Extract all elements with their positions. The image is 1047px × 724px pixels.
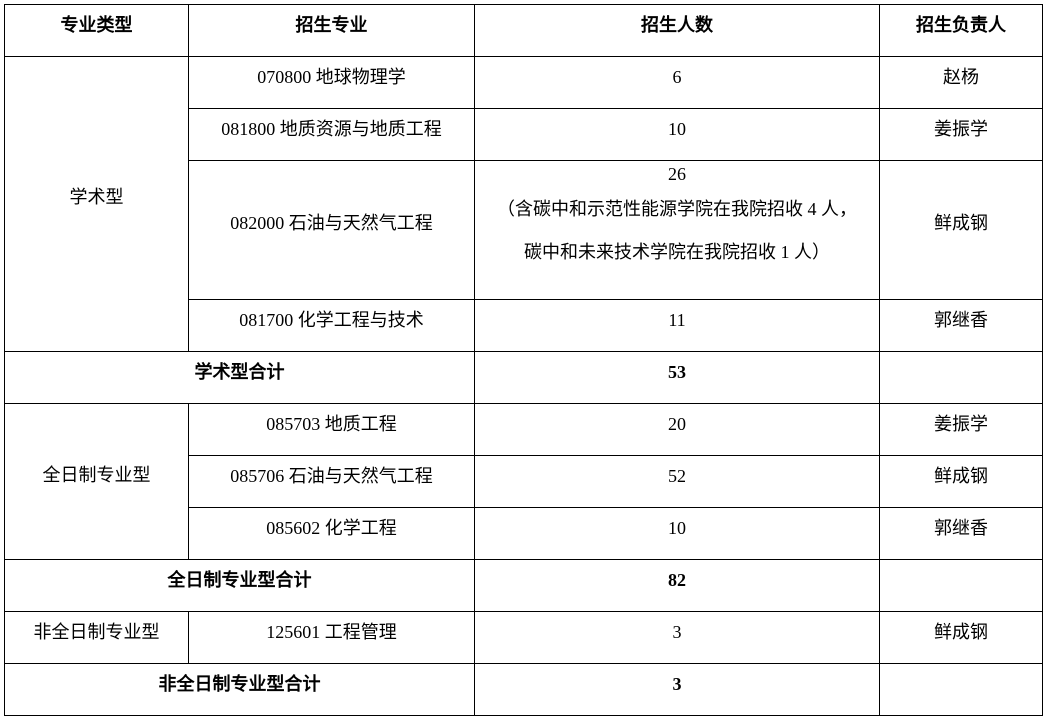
- person-cell: 郭继香: [879, 299, 1043, 352]
- type-cell: 全日制专业型: [4, 403, 189, 560]
- empty-cell: [879, 559, 1043, 612]
- major-cell: 082000 石油与天然气工程: [188, 160, 475, 300]
- count-cell: 26 （含碳中和示范性能源学院在我院招收 4 人， 碳中和未来技术学院在我院招收…: [474, 160, 880, 300]
- subtotal-row: 非全日制专业型合计 3: [4, 663, 1043, 716]
- person-cell: 鲜成钢: [879, 611, 1043, 664]
- major-cell: 070800 地球物理学: [188, 56, 475, 109]
- person-cell: 鲜成钢: [879, 455, 1043, 508]
- count-cell: 6: [474, 56, 880, 109]
- header-row: 专业类型 招生专业 招生人数 招生负责人: [4, 4, 1043, 57]
- type-cell: 学术型: [4, 56, 189, 352]
- table-row: 082000 石油与天然气工程 26 （含碳中和示范性能源学院在我院招收 4 人…: [5, 160, 1043, 300]
- person-cell: 姜振学: [879, 108, 1043, 161]
- count-cell: 10: [474, 108, 880, 161]
- subtotal-label: 学术型合计: [4, 351, 475, 404]
- table-row: 085706 石油与天然气工程 52 鲜成钢: [5, 455, 1043, 508]
- subtotal-value: 3: [474, 663, 880, 716]
- count-note-line1: （含碳中和示范性能源学院在我院招收 4 人，: [497, 199, 857, 219]
- major-cell: 085706 石油与天然气工程: [188, 455, 475, 508]
- person-cell: 姜振学: [879, 403, 1043, 456]
- major-cell: 081800 地质资源与地质工程: [188, 108, 475, 161]
- count-cell: 11: [474, 299, 880, 352]
- person-cell: 赵杨: [879, 56, 1043, 109]
- count-cell: 3: [474, 611, 880, 664]
- subtotal-value: 82: [474, 559, 880, 612]
- count-cell: 52: [474, 455, 880, 508]
- table-row: 085602 化学工程 10 郭继香: [5, 507, 1043, 560]
- table-row: 非全日制专业型 125601 工程管理 3 鲜成钢: [4, 611, 1043, 664]
- subtotal-label: 非全日制专业型合计: [4, 663, 475, 716]
- person-cell: 鲜成钢: [879, 160, 1043, 300]
- count-value: 26: [668, 164, 686, 184]
- header-major: 招生专业: [188, 4, 475, 57]
- person-cell: 郭继香: [879, 507, 1043, 560]
- major-cell: 085602 化学工程: [188, 507, 475, 560]
- type-cell: 非全日制专业型: [4, 611, 189, 664]
- subtotal-row: 全日制专业型合计 82: [4, 559, 1043, 612]
- header-count: 招生人数: [474, 4, 880, 57]
- header-type: 专业类型: [4, 4, 189, 57]
- header-person: 招生负责人: [879, 4, 1043, 57]
- empty-cell: [879, 351, 1043, 404]
- count-cell: 20: [474, 403, 880, 456]
- empty-cell: [879, 663, 1043, 716]
- table-row: 081800 地质资源与地质工程 10 姜振学: [5, 108, 1043, 161]
- major-cell: 081700 化学工程与技术: [188, 299, 475, 352]
- count-cell: 10: [474, 507, 880, 560]
- subtotal-label: 全日制专业型合计: [4, 559, 475, 612]
- major-cell: 125601 工程管理: [188, 611, 475, 664]
- table-row: 学术型 070800 地球物理学 6 赵杨: [4, 56, 1043, 352]
- table-row: 081700 化学工程与技术 11 郭继香: [5, 299, 1043, 352]
- subtotal-row: 学术型合计 53: [4, 351, 1043, 404]
- major-cell: 085703 地质工程: [188, 403, 475, 456]
- table-row: 全日制专业型 085703 地质工程 20 姜振学: [4, 403, 1043, 560]
- count-note-line2: 碳中和未来技术学院在我院招收 1 人）: [524, 242, 830, 262]
- subtotal-value: 53: [474, 351, 880, 404]
- enrollment-table: 专业类型 招生专业 招生人数 招生负责人 学术型 070800 地球物理学 6 …: [4, 4, 1043, 716]
